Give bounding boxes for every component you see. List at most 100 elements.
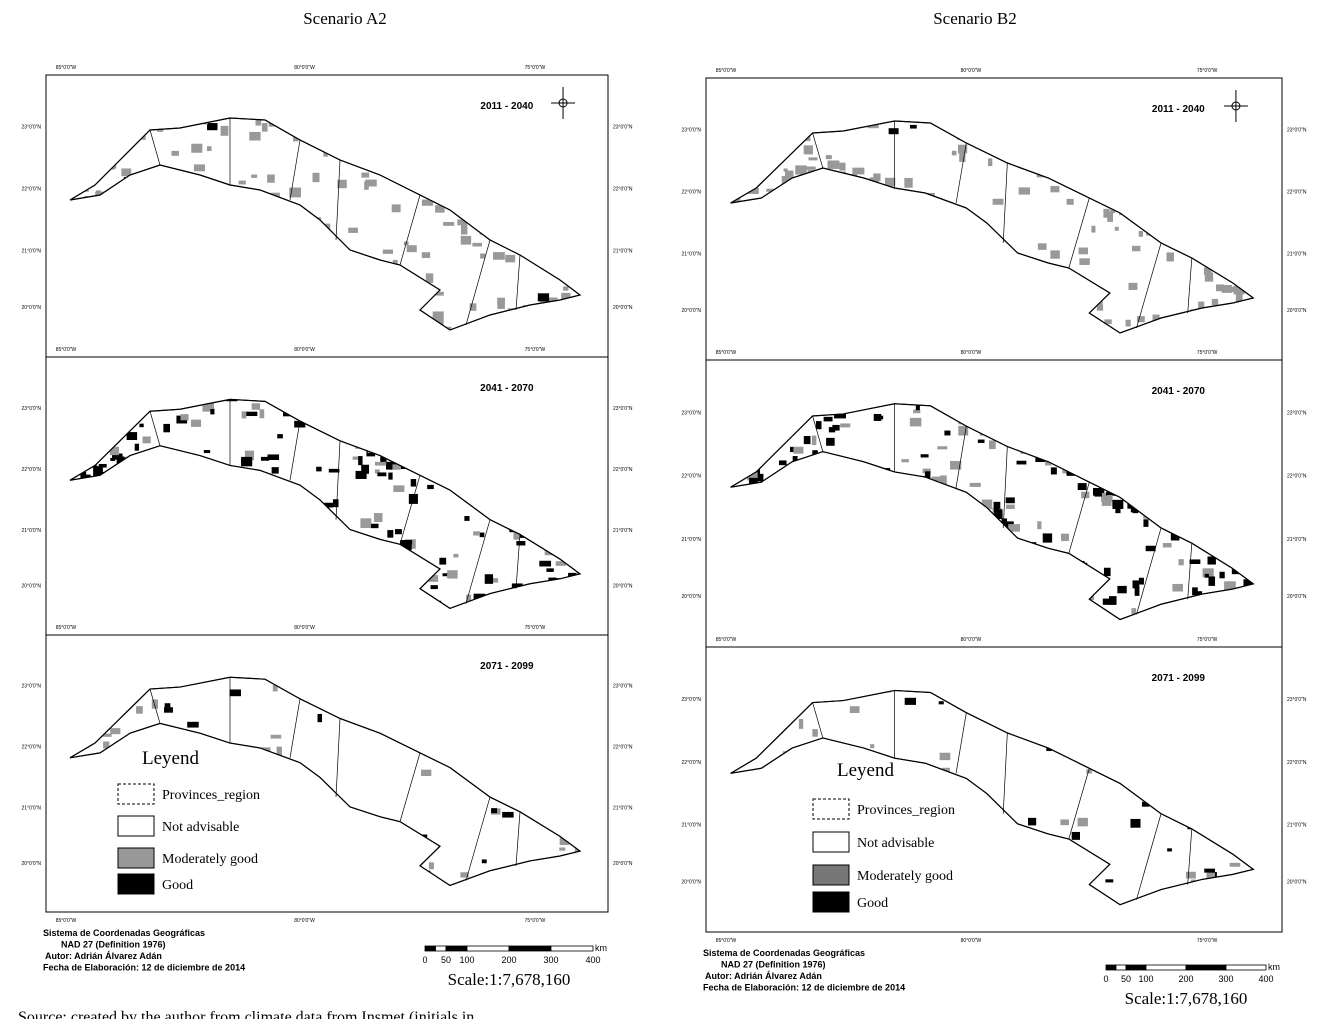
province-border bbox=[1002, 162, 1008, 244]
patch bbox=[897, 193, 909, 200]
island-outline bbox=[730, 403, 1255, 621]
patch bbox=[213, 388, 220, 397]
patch bbox=[512, 505, 517, 511]
patch bbox=[57, 478, 65, 484]
patch bbox=[1037, 243, 1047, 250]
scale-tick: 400 bbox=[1258, 974, 1273, 984]
province-border bbox=[1068, 197, 1090, 269]
patch bbox=[944, 430, 951, 436]
patch bbox=[920, 108, 928, 117]
patch bbox=[1060, 533, 1069, 542]
lon-label: 85°0'0"W bbox=[716, 637, 737, 643]
patch bbox=[1277, 590, 1286, 595]
province-border bbox=[1187, 257, 1193, 314]
lat-label: 22°0'0"N bbox=[1287, 474, 1307, 480]
patch bbox=[404, 282, 411, 287]
patch bbox=[803, 435, 811, 445]
patch bbox=[127, 205, 134, 214]
province-border bbox=[1187, 543, 1193, 600]
patch bbox=[1176, 320, 1183, 324]
province-border bbox=[399, 475, 421, 545]
patch bbox=[527, 307, 536, 317]
patch bbox=[730, 476, 737, 484]
patch bbox=[472, 242, 483, 247]
patch bbox=[48, 215, 53, 222]
lon-label: 85°0'0"W bbox=[716, 68, 737, 74]
province-border bbox=[1136, 813, 1162, 900]
patch bbox=[792, 456, 798, 462]
patch bbox=[489, 335, 496, 340]
patch bbox=[1173, 230, 1180, 237]
patch bbox=[1084, 469, 1091, 475]
patch bbox=[282, 499, 292, 508]
patch bbox=[821, 187, 833, 195]
patch bbox=[210, 408, 215, 415]
patch bbox=[904, 177, 913, 188]
patch bbox=[241, 456, 253, 467]
legend-swatch bbox=[117, 815, 155, 837]
patch bbox=[1001, 262, 1013, 266]
patch bbox=[1001, 518, 1008, 528]
patch bbox=[368, 429, 374, 436]
patch bbox=[870, 744, 875, 749]
patch bbox=[420, 325, 427, 330]
patch bbox=[70, 199, 77, 207]
patch bbox=[1260, 552, 1269, 559]
patch bbox=[1038, 281, 1051, 289]
province-border bbox=[812, 702, 824, 739]
province-border bbox=[1136, 527, 1162, 615]
island bbox=[730, 689, 1255, 906]
patch bbox=[460, 225, 468, 235]
patch bbox=[123, 472, 128, 481]
patch bbox=[516, 596, 528, 607]
patch bbox=[1103, 208, 1110, 218]
patch bbox=[286, 682, 293, 689]
patch bbox=[95, 141, 106, 146]
patch bbox=[469, 303, 477, 311]
patch bbox=[811, 435, 817, 446]
patch bbox=[1233, 837, 1243, 846]
patch bbox=[386, 461, 393, 470]
patch bbox=[979, 525, 987, 533]
patch bbox=[40, 197, 46, 206]
patch bbox=[453, 553, 459, 558]
lat-label: 20°0'0"N bbox=[613, 305, 633, 311]
province-border bbox=[465, 519, 491, 604]
patch bbox=[1175, 519, 1187, 526]
patch bbox=[312, 222, 319, 228]
province-border bbox=[812, 415, 824, 452]
patch bbox=[1254, 307, 1264, 315]
patch bbox=[1164, 225, 1176, 234]
patch bbox=[493, 513, 500, 519]
patch bbox=[1036, 439, 1041, 449]
patch bbox=[123, 183, 133, 189]
patch bbox=[1211, 298, 1219, 306]
patch bbox=[1050, 185, 1060, 193]
period-label: 2071 - 2099 bbox=[1152, 673, 1206, 684]
patch bbox=[1017, 145, 1028, 150]
patch bbox=[304, 130, 314, 138]
patch bbox=[1050, 467, 1057, 475]
patch bbox=[812, 450, 818, 456]
patch bbox=[270, 734, 282, 739]
patch bbox=[1005, 497, 1015, 504]
patch bbox=[730, 222, 735, 231]
patch bbox=[211, 190, 222, 200]
patch bbox=[76, 479, 86, 488]
patch bbox=[1232, 264, 1239, 268]
patch bbox=[1104, 319, 1112, 325]
patch bbox=[406, 724, 418, 732]
patch bbox=[1268, 874, 1280, 881]
patch bbox=[92, 481, 103, 490]
patch bbox=[421, 769, 432, 777]
lat-label: 23°0'0"N bbox=[1287, 128, 1307, 134]
patch bbox=[793, 446, 804, 454]
patch bbox=[75, 456, 85, 463]
patch bbox=[187, 473, 198, 481]
patch bbox=[173, 169, 183, 180]
lon-label: 80°0'0"W bbox=[294, 65, 315, 71]
patch bbox=[121, 168, 132, 177]
patch bbox=[808, 157, 818, 161]
patch bbox=[948, 409, 958, 415]
patch bbox=[762, 438, 773, 446]
